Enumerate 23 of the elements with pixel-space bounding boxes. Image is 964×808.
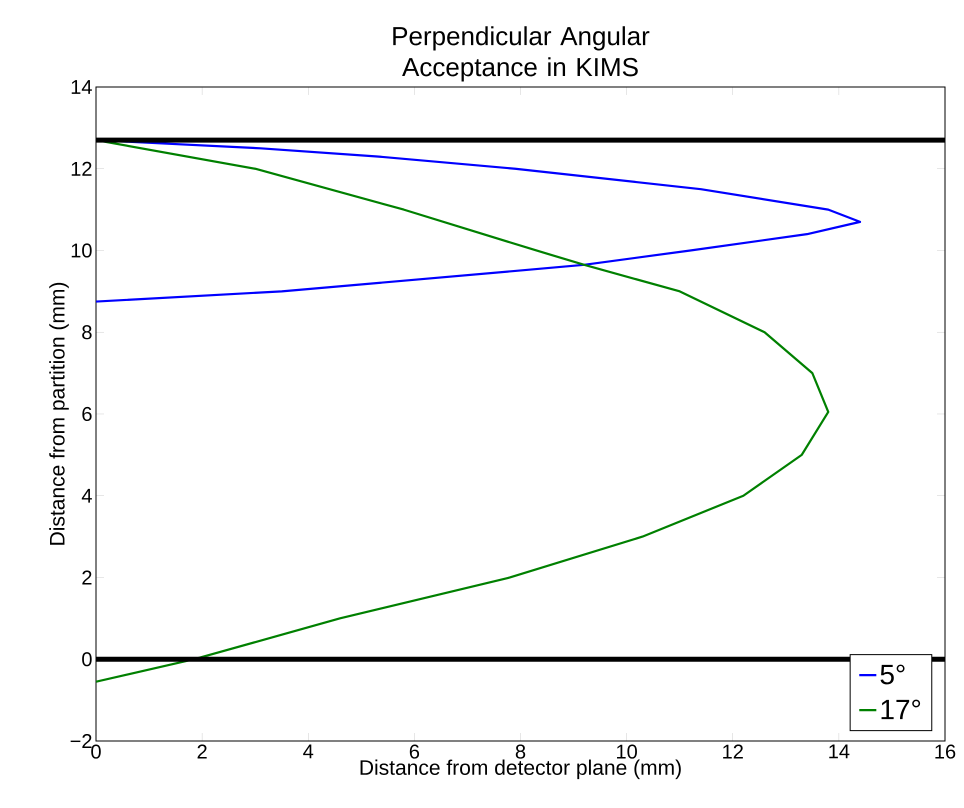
y-tick-label: 10 bbox=[72, 243, 92, 258]
y-tick-label: 4 bbox=[82, 488, 92, 503]
chart-title: Perpendicular Angular Acceptance in KIMS bbox=[393, 26, 650, 82]
y-tick-label: 6 bbox=[82, 406, 92, 422]
x-tick-label: 0 bbox=[91, 744, 101, 759]
y-tick-label: 0 bbox=[82, 652, 92, 666]
y-tick-label: 2 bbox=[82, 570, 92, 584]
x-tick-label: 8 bbox=[516, 744, 526, 759]
y-tick-label: −2 bbox=[70, 734, 92, 748]
x-tick-label: 4 bbox=[303, 744, 314, 758]
y-axis-title: Distance from partition (mm) bbox=[49, 282, 69, 545]
y-tick-label: 8 bbox=[82, 325, 92, 340]
x-tick-label: 14 bbox=[829, 744, 850, 758]
legend-label: 5° bbox=[880, 664, 905, 684]
y-tick-label: 12 bbox=[72, 162, 92, 176]
x-tick-label: 16 bbox=[935, 744, 956, 759]
x-tick-label: 12 bbox=[723, 744, 743, 758]
x-axis-title: Distance from detector plane (mm) bbox=[360, 760, 681, 780]
y-tick-label: 14 bbox=[72, 80, 92, 94]
x-tick-label: 2 bbox=[198, 744, 207, 758]
legend-label: 17° bbox=[882, 700, 920, 720]
x-tick-label: 10 bbox=[617, 744, 637, 759]
x-tick-label: 6 bbox=[410, 744, 420, 759]
